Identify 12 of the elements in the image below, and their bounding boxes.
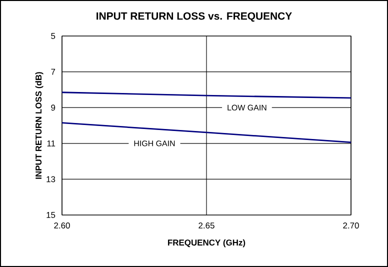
y-tick-label: 15 xyxy=(46,212,56,218)
chart-title: INPUT RETURN LOSS vs. FREQUENCY xyxy=(96,12,292,22)
x-tick-label: 2.60 xyxy=(54,222,70,229)
y-tick-label: 11 xyxy=(47,140,56,146)
y-tick-label: 7 xyxy=(51,68,56,75)
y-axis-title: INPUT RETURN LOSS (dB) xyxy=(35,72,44,179)
y-tick-label: 13 xyxy=(46,176,56,182)
x-tick-label: 2.65 xyxy=(198,222,214,229)
x-tick-label: 2.70 xyxy=(343,222,359,229)
x-axis-title: FREQUENCY (GHz) xyxy=(168,239,246,248)
y-tick-label: 5 xyxy=(51,33,56,39)
y-tick-label: 9 xyxy=(51,104,56,111)
